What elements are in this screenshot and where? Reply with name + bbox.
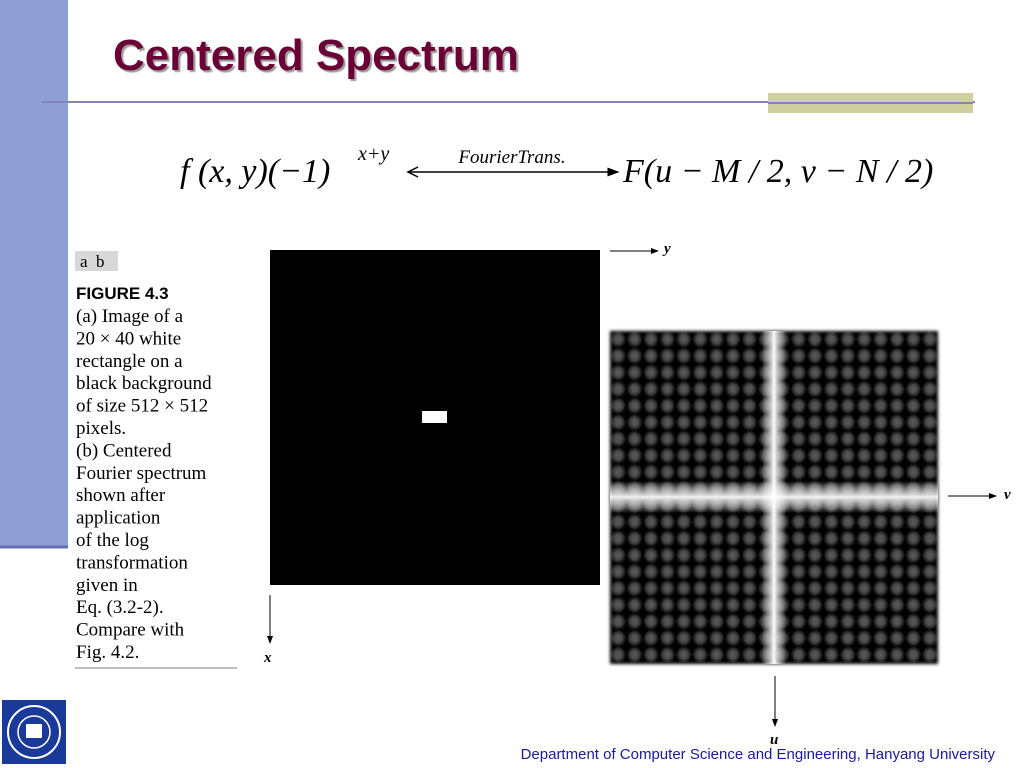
- caption-line: Eq. (3.2-2).: [76, 597, 164, 618]
- white-rectangle: [422, 411, 447, 423]
- axis-label: y: [662, 241, 671, 257]
- spectrum-horizontal-band: [610, 481, 938, 513]
- caption-line: of the log: [76, 530, 149, 551]
- caption-line: black background: [76, 373, 212, 394]
- caption-line: of size 512 × 512: [76, 396, 208, 417]
- slide-title: Centered Spectrum: [113, 31, 519, 80]
- caption-line: Fourier spectrum: [76, 463, 207, 484]
- caption-line: (b) Centered: [76, 440, 172, 461]
- equation-arrow-head: [406, 166, 419, 178]
- figure-label: FIGURE 4.3: [76, 284, 169, 303]
- caption-line: given in: [76, 575, 138, 596]
- caption-line: rectangle on a: [76, 351, 183, 372]
- caption-line: transformation: [76, 552, 188, 573]
- equation-left: f (x, y)(−1): [180, 153, 330, 190]
- axis-label: u: [770, 732, 778, 748]
- university-logo: [2, 700, 66, 764]
- caption-line: application: [76, 508, 161, 529]
- caption-line: pixels.: [76, 418, 126, 439]
- equation-arrow-label: FourierTrans.: [457, 147, 565, 168]
- caption-line: (a) Image of a: [76, 306, 184, 327]
- caption-line: shown after: [76, 485, 166, 506]
- caption-line: 20 × 40 white: [76, 328, 181, 349]
- caption-line: Fig. 4.2.: [76, 642, 139, 663]
- side-bar: [0, 0, 68, 548]
- equation-right: F(u − M / 2, v − N / 2): [622, 153, 933, 190]
- axis-label: x: [263, 650, 272, 666]
- axis-label: v: [1004, 487, 1011, 503]
- footer: Department of Computer Science and Engin…: [521, 746, 996, 763]
- image-b: [610, 331, 938, 664]
- equation: f (x, y)(−1) x+y FourierTrans. F(u − M /…: [180, 143, 933, 190]
- caption-line: Compare with: [76, 620, 185, 641]
- panel-label-box: [75, 251, 118, 271]
- panel-label: a b: [80, 252, 105, 271]
- equation-exponent: x+y: [357, 143, 389, 165]
